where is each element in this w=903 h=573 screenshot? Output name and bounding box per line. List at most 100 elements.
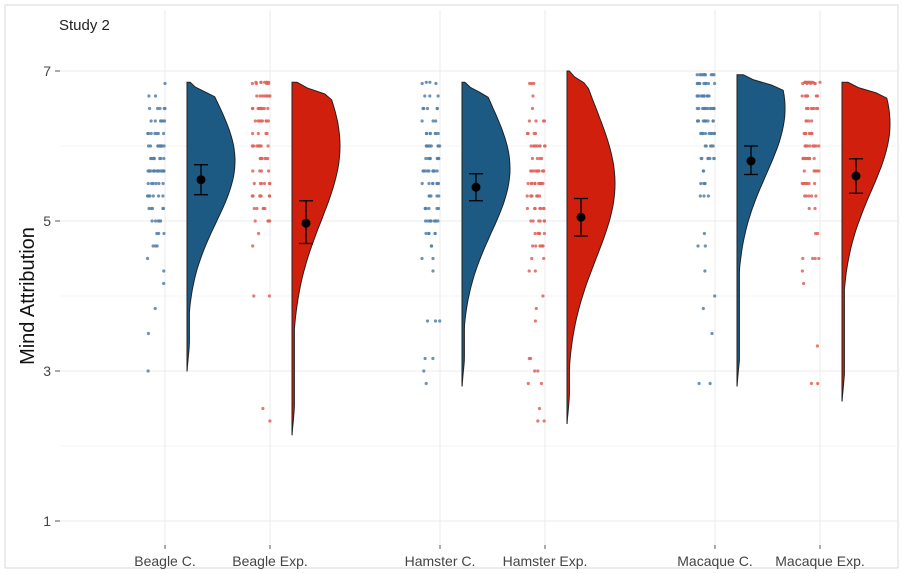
raw-point [153,244,158,248]
raw-point [711,144,715,148]
raw-point [709,131,713,136]
violin-macaque-c- [736,74,786,387]
raw-point [259,194,263,198]
raw-point [427,169,431,173]
raw-point [435,206,439,211]
raw-point [153,94,158,98]
raw-point [705,106,709,111]
raw-point [421,169,425,173]
raw-point [530,156,535,161]
raw-point [426,219,430,223]
raw-point [425,319,430,323]
raw-point [423,356,427,361]
raw-point [252,294,256,298]
mean-point [301,218,311,228]
raw-point [536,169,540,173]
raw-point [428,156,432,161]
raw-point [427,181,431,186]
raw-point [428,94,432,98]
raw-point [265,131,269,136]
x-tick-label: Macaque Exp. [775,553,865,569]
raw-point [700,156,704,161]
raw-point [542,206,546,211]
raw-point [809,381,814,386]
raw-point [534,244,538,248]
raw-point [706,156,711,161]
raw-point [435,169,439,173]
raw-point [804,119,809,123]
raw-point [702,194,706,198]
raw-point [435,106,439,111]
raw-point [712,106,716,111]
raw-point [800,181,804,186]
raw-point [436,181,441,186]
raw-point [424,131,428,136]
raw-point [539,381,544,386]
violin-hamster-c- [461,81,511,387]
raw-point [697,381,701,386]
raw-point [153,169,157,173]
raw-point [425,106,430,111]
raw-point [157,194,161,198]
violin-macaque-exp- [841,81,891,402]
mean-point [196,175,206,185]
raw-point [420,181,424,186]
raw-point [533,269,537,273]
x-tick-label: Macaque C. [677,553,752,569]
raw-point [159,119,164,123]
raw-point [702,106,706,111]
raw-point [537,406,542,411]
raw-point [424,231,428,236]
raw-point [541,119,546,123]
raw-point [695,94,700,98]
raw-point [810,194,814,198]
raw-point [538,144,542,148]
raw-point [161,206,165,211]
raw-point [438,319,442,323]
raw-point [420,81,424,86]
raw-point [146,169,150,173]
raw-point [531,219,535,223]
mean-ci-layer [194,145,863,245]
raw-point [531,244,535,248]
raw-point [528,356,533,361]
raw-point [701,306,705,311]
raw-point [712,131,717,136]
raw-point [146,181,150,186]
raw-point [542,219,546,223]
raw-point [157,181,161,186]
raw-point [427,231,431,236]
mean-point [851,171,861,181]
raw-point [803,181,807,186]
raw-point [813,169,818,173]
raw-point [424,381,428,386]
raw-point [147,194,151,198]
raw-point [163,106,167,111]
raw-point [155,231,159,236]
raw-point [530,81,534,86]
raw-point [258,94,262,98]
raw-point [542,231,547,236]
raw-point [163,81,167,86]
raw-point [437,156,441,161]
raw-point [536,369,540,373]
raw-point [146,331,150,336]
raw-points-layer [145,73,822,423]
raw-point [529,144,533,148]
raw-point [816,381,820,386]
raw-point [702,169,706,173]
x-tick-label: Beagle Exp. [232,553,308,569]
raw-point [812,144,816,148]
raw-point [428,194,432,198]
raw-point [530,181,534,186]
raw-point [812,156,816,161]
raw-point [816,106,820,111]
raw-point [709,144,713,148]
raw-point [262,206,266,211]
raw-point [256,131,260,136]
raw-point [254,80,258,84]
raw-point [526,381,530,386]
y-tick-label: 3 [43,363,51,379]
raw-point [255,206,259,211]
raw-point [542,169,546,173]
